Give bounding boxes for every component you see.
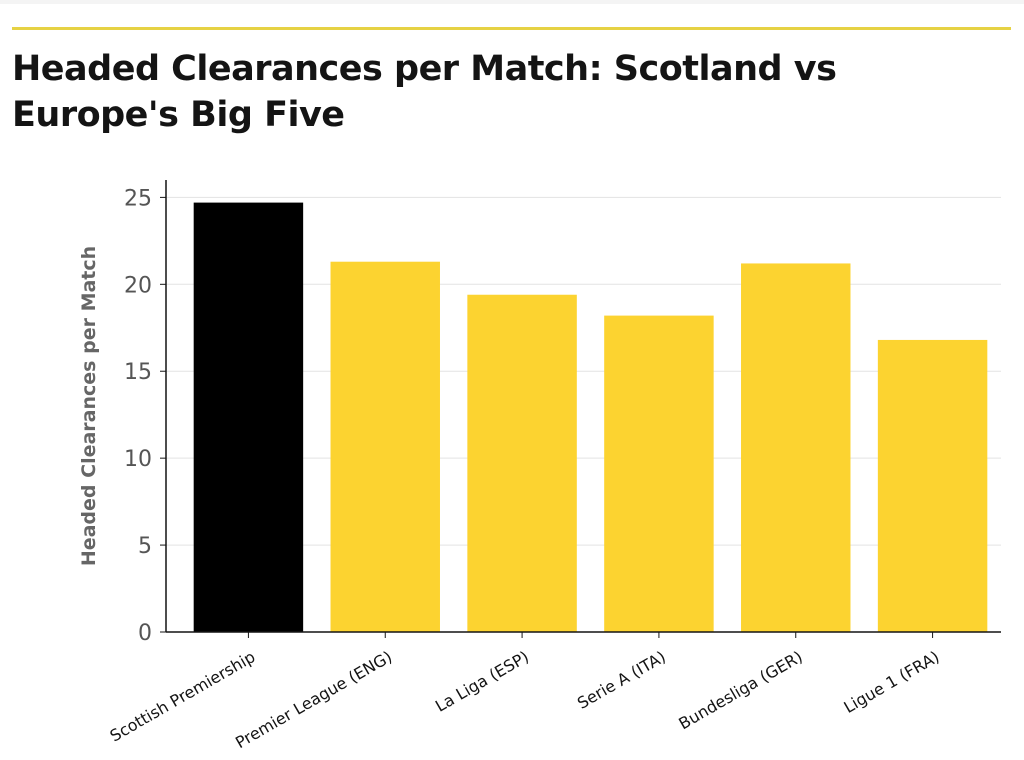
axes [165, 180, 1001, 633]
x-tick-label: Serie A (ITA) [574, 647, 669, 713]
bar [877, 339, 988, 632]
bar [604, 315, 714, 632]
bar [467, 294, 577, 632]
gridlines [166, 196, 1001, 546]
bar [741, 263, 851, 632]
x-tick-label: La Liga (ESP) [432, 647, 532, 716]
x-tick-label: Scottish Premiership [107, 647, 259, 746]
chart-title: Headed Clearances per Match: Scotland vs… [12, 49, 837, 135]
x-tick-label: Bundesliga (GER) [675, 647, 805, 733]
accent-rule [12, 27, 1011, 30]
bar [330, 261, 440, 632]
y-tick-label: 25 [124, 186, 152, 211]
y-tick-label: 0 [138, 621, 152, 646]
bar [193, 202, 304, 632]
top-band [0, 0, 1024, 4]
y-tick-label: 10 [124, 447, 152, 472]
y-tick-label: 20 [124, 273, 152, 298]
y-tick-labels: 0 5 10 15 20 25 [124, 186, 166, 646]
x-tick-label: Ligue 1 (FRA) [840, 647, 942, 717]
bars [193, 202, 988, 632]
y-tick-label: 5 [138, 534, 152, 559]
y-axis-title: Headed Clearances per Match [78, 246, 100, 566]
y-tick-label: 15 [124, 360, 152, 385]
